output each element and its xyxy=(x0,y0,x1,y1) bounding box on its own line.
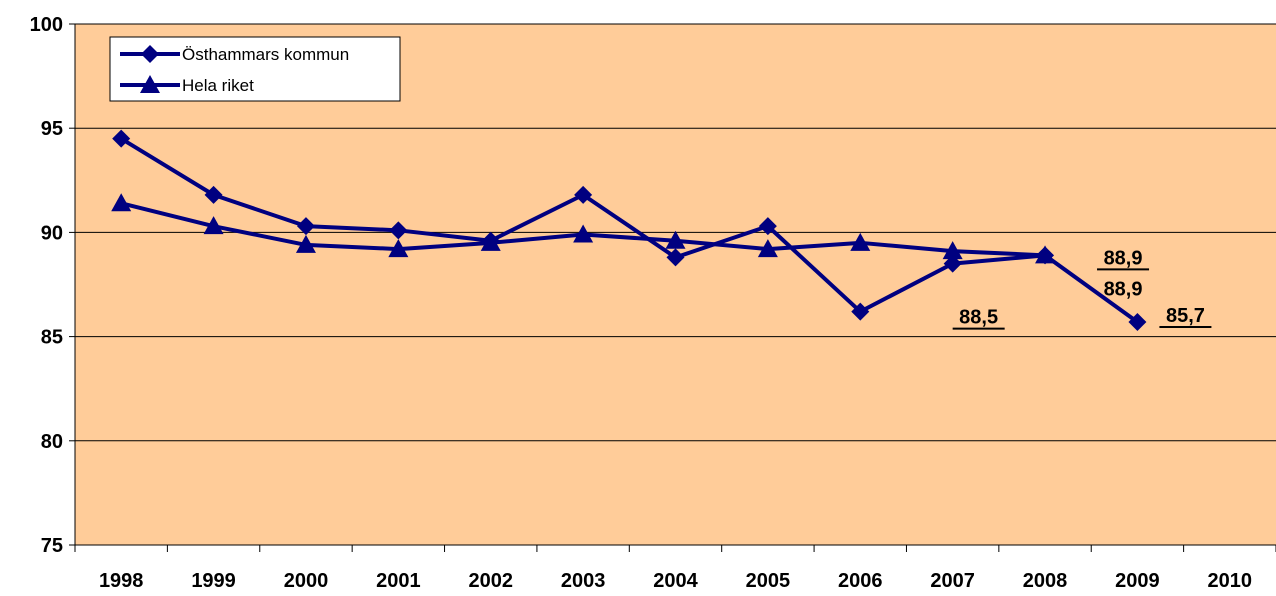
triangle-marker xyxy=(757,239,778,258)
x-tick-label: 1999 xyxy=(191,570,236,592)
x-tick-label: 2006 xyxy=(838,570,883,592)
y-tick-label: 75 xyxy=(41,535,63,557)
data-label: 85,7 xyxy=(1166,305,1205,327)
x-tick-label: 2002 xyxy=(468,570,513,592)
triangle-marker xyxy=(388,239,409,258)
triangle-marker xyxy=(295,234,316,253)
triangle-marker xyxy=(111,193,132,212)
legend: Östhammars kommun Hela riket xyxy=(109,36,401,102)
legend-label: Hela riket xyxy=(182,76,254,95)
triangle-marker xyxy=(480,232,501,251)
data-label: 88,5 xyxy=(959,307,998,329)
x-tick-label: 2004 xyxy=(653,570,698,592)
diamond-marker xyxy=(389,221,408,240)
diamond-marker xyxy=(204,185,223,204)
series-group xyxy=(111,129,1147,332)
y-tick-label: 100 xyxy=(30,14,63,36)
diamond-marker xyxy=(1128,313,1147,332)
series-hela-riket xyxy=(111,193,1056,264)
x-tick-label: 1998 xyxy=(99,570,144,592)
diamond-marker xyxy=(296,217,315,236)
data-label: 88,9 xyxy=(1104,278,1143,300)
y-tick-label: 85 xyxy=(41,327,63,349)
diamond-marker xyxy=(666,248,685,267)
y-tick-label: 90 xyxy=(41,222,63,244)
tick-labels: 75 80 85 90 95 100 1998 1999 2000 2001 2002 2003 200… xyxy=(30,14,1252,592)
axes xyxy=(69,23,1276,552)
triangle-marker xyxy=(1035,245,1056,264)
triangle-marker xyxy=(573,224,594,243)
legend-diamond-marker xyxy=(141,45,159,63)
diamond-marker xyxy=(758,217,777,236)
triangle-marker xyxy=(942,241,963,260)
triangle-marker xyxy=(665,230,686,249)
x-tick-label: 2009 xyxy=(1115,570,1160,592)
x-tick-label: 2000 xyxy=(284,570,329,592)
legend-label: Östhammars kommun xyxy=(182,45,349,64)
y-tick-label: 80 xyxy=(41,431,63,453)
x-tick-label: 2008 xyxy=(1023,570,1068,592)
data-label: 88,9 xyxy=(1104,247,1143,269)
plot-area xyxy=(75,24,1276,545)
legend-triangle-marker xyxy=(140,75,160,93)
x-tick-label: 2005 xyxy=(746,570,791,592)
diamond-marker xyxy=(943,254,962,273)
x-tick-label: 2007 xyxy=(930,570,975,592)
data-labels: 88,5 88,9 88,9 85,7 xyxy=(952,247,1212,330)
triangle-marker xyxy=(203,216,224,235)
y-tick-label: 95 xyxy=(41,118,63,140)
x-tick-label: 2010 xyxy=(1208,570,1253,592)
diamond-marker xyxy=(851,302,870,321)
triangle-marker xyxy=(850,232,871,251)
x-tick-label: 2003 xyxy=(561,570,606,592)
diamond-marker xyxy=(112,129,131,148)
series-line xyxy=(120,136,1139,324)
diamond-marker xyxy=(574,185,593,204)
x-tick-label: 2001 xyxy=(376,570,421,592)
